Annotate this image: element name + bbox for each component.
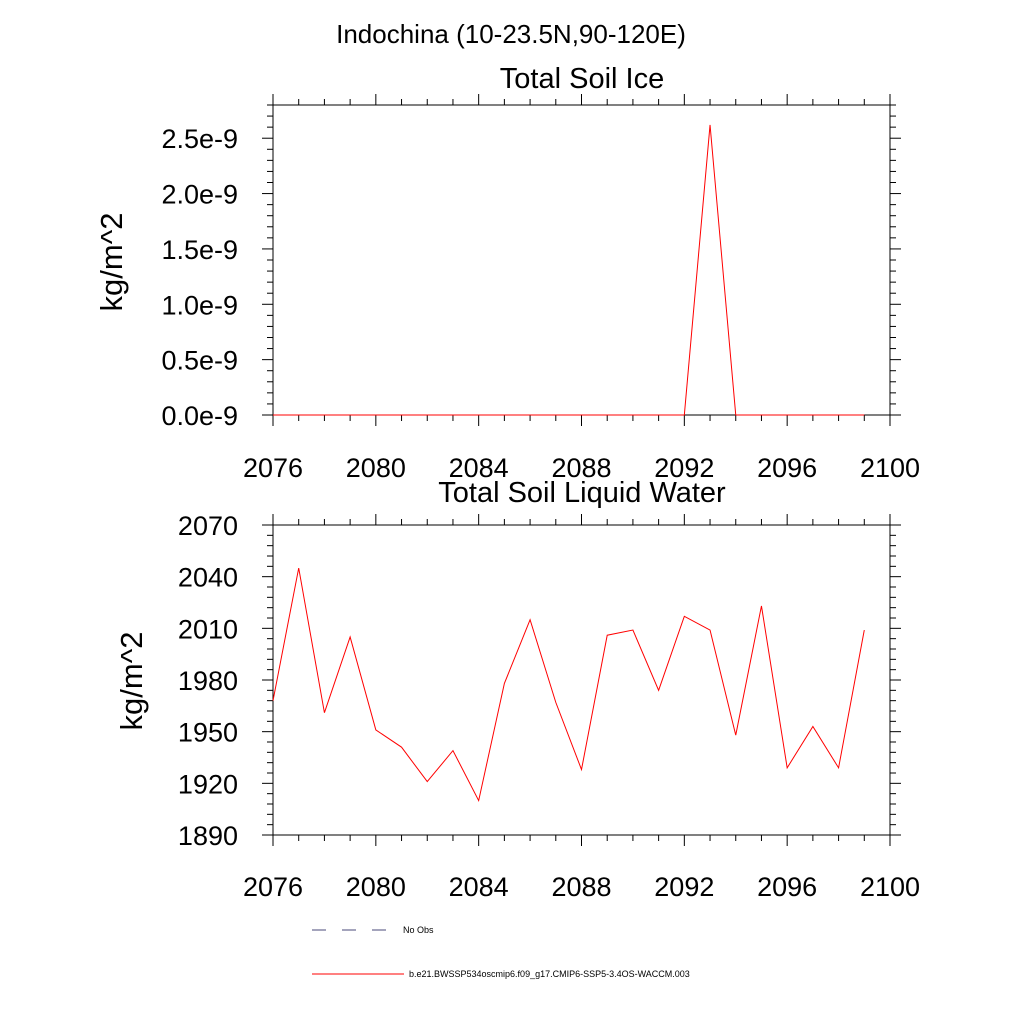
y-tick-label: 1890 [178, 821, 238, 851]
legend-label-no-obs: No Obs [403, 925, 434, 935]
y-tick-label: 1.5e-9 [161, 235, 238, 265]
y-tick-label: 1980 [178, 666, 238, 696]
x-tick-label: 2088 [551, 872, 611, 902]
y-tick-label: 2.0e-9 [161, 180, 238, 210]
plot-frame [272, 104, 891, 416]
figure-title: Indochina (10-23.5N,90-120E) [336, 19, 686, 49]
x-tick-label: 2084 [449, 453, 509, 483]
y-tick-label: 0.5e-9 [161, 346, 238, 376]
x-tick-label: 2100 [860, 453, 920, 483]
x-tick-label: 2076 [243, 872, 303, 902]
chart-soil-ice: Total Soil Ice kg/m^2 2076 2080 2084 2088 20… [94, 63, 920, 483]
y-tick-label: 1920 [178, 769, 238, 799]
legend-label-run: b.e21.BWSSP534oscmip6.f09_g17.CMIP6-SSP5… [409, 969, 690, 979]
x-tick-label: 2088 [551, 453, 611, 483]
y-axis-label: kg/m^2 [114, 632, 149, 731]
y-tick-label: 1.0e-9 [161, 290, 238, 320]
x-tick-label: 2092 [654, 872, 714, 902]
chart-title: Total Soil Liquid Water [438, 477, 726, 509]
y-tick-label: 2.5e-9 [161, 124, 238, 154]
y-tick-label: 1950 [178, 718, 238, 748]
y-tick-label: 0.0e-9 [161, 401, 238, 431]
legend: No Obs b.e21.BWSSP534oscmip6.f09_g17.CMI… [312, 925, 690, 979]
x-tick-label: 2076 [243, 453, 303, 483]
x-tick-label: 2084 [449, 872, 509, 902]
y-axis-label: kg/m^2 [94, 213, 129, 312]
y-tick-label: 2040 [178, 563, 238, 593]
y-tick-label: 2010 [178, 614, 238, 644]
chart-title: Total Soil Ice [500, 63, 664, 95]
x-tick-label: 2092 [654, 453, 714, 483]
x-tick-label: 2096 [757, 453, 817, 483]
series-line [273, 124, 865, 416]
x-tick-label: 2080 [346, 872, 406, 902]
chart-soil-liquid-water: Total Soil Liquid Water kg/m^2 2076 2080 2… [114, 477, 920, 902]
x-tick-label: 2096 [757, 872, 817, 902]
plot-frame [272, 524, 891, 836]
series-line [272, 567, 865, 803]
x-tick-label: 2100 [860, 872, 920, 902]
y-tick-label: 2070 [178, 511, 238, 541]
x-tick-label: 2080 [346, 453, 406, 483]
